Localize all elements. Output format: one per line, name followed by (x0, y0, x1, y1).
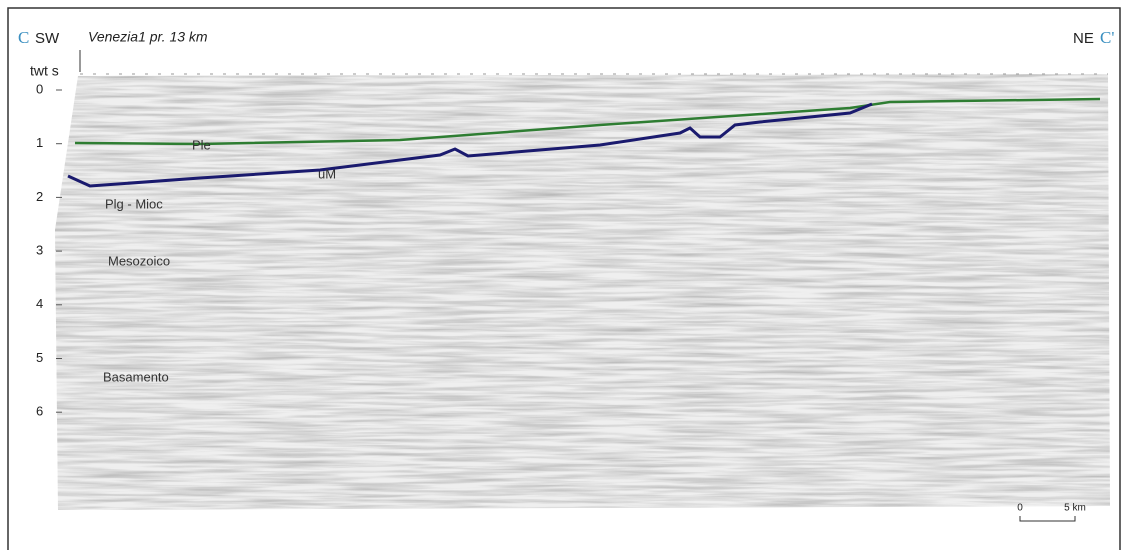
scale-start: 0 (1017, 503, 1023, 514)
unit-label: Mesozoico (108, 253, 170, 268)
y-tick-label: 6 (36, 404, 43, 419)
y-tick-label: 3 (36, 243, 43, 258)
scale-end: 5 km (1064, 503, 1086, 514)
scale-bar (1020, 516, 1075, 521)
unit-label: Ple (192, 137, 211, 152)
well-label: Venezia1 pr. 13 km (88, 29, 208, 45)
y-tick-label: 0 (36, 81, 43, 96)
unit-label: Plg - Mioc (105, 196, 163, 211)
left-direction: SW (35, 30, 60, 47)
axis-label: twt s (30, 63, 59, 79)
y-tick-label: 4 (36, 296, 43, 311)
y-tick-label: 5 (36, 350, 43, 365)
y-tick-label: 2 (36, 189, 43, 204)
right-letter: C' (1100, 28, 1114, 47)
unit-label: uM (318, 166, 336, 181)
right-direction: NE (1073, 30, 1094, 47)
y-tick-label: 1 (36, 135, 43, 150)
unit-label: Basamento (103, 369, 169, 384)
seismic-figure: C SW Venezia1 pr. 13 km NE C' twt s Ple … (0, 0, 1129, 550)
left-letter: C (18, 28, 29, 47)
